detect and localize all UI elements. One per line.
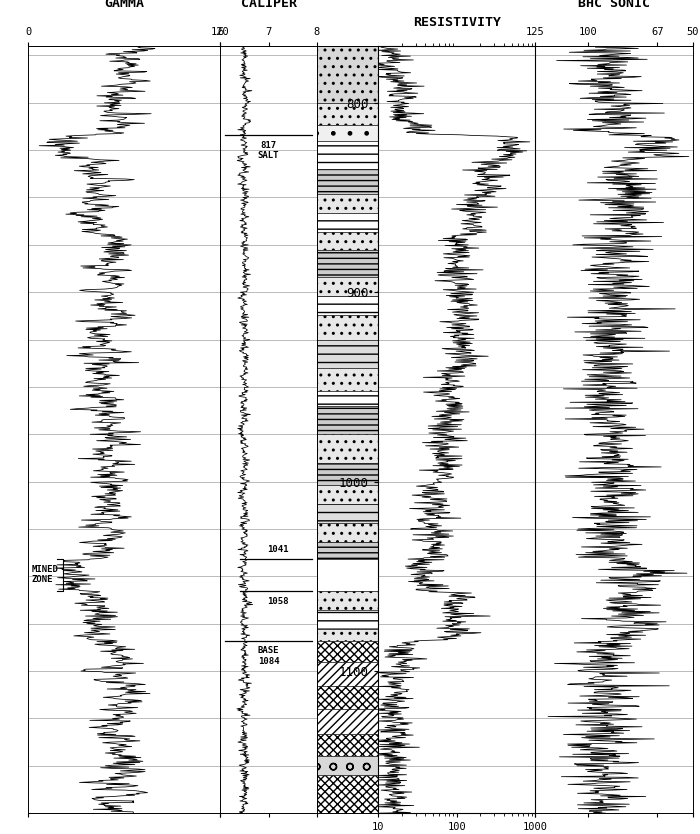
Bar xyxy=(316,232,378,250)
Bar xyxy=(316,390,378,406)
Bar xyxy=(316,661,378,686)
Bar xyxy=(316,435,378,463)
Bar xyxy=(316,46,378,103)
Bar xyxy=(316,505,378,523)
Bar xyxy=(316,734,378,756)
Title: RESISTIVITY: RESISTIVITY xyxy=(413,17,500,29)
Text: 1058: 1058 xyxy=(267,597,289,606)
Text: 1041: 1041 xyxy=(267,545,289,554)
Bar xyxy=(316,315,378,339)
Bar xyxy=(316,485,378,505)
Bar xyxy=(316,776,378,813)
Bar xyxy=(316,368,378,390)
Bar xyxy=(316,277,378,296)
Text: BASE
1084: BASE 1084 xyxy=(258,646,279,666)
Bar xyxy=(316,591,378,610)
Text: 817
SALT: 817 SALT xyxy=(258,141,279,160)
Bar xyxy=(316,709,378,734)
Title: CALIPER: CALIPER xyxy=(241,0,297,10)
Bar xyxy=(316,103,378,125)
Title: GAMMA: GAMMA xyxy=(104,0,144,10)
Bar xyxy=(316,125,378,141)
Bar xyxy=(316,193,378,213)
Bar xyxy=(316,169,378,193)
Bar xyxy=(316,560,378,591)
Bar xyxy=(316,630,378,641)
Bar xyxy=(316,610,378,630)
Bar xyxy=(316,686,378,709)
Bar xyxy=(316,463,378,485)
Title: BHC SONIC: BHC SONIC xyxy=(578,0,650,10)
Bar xyxy=(316,250,378,277)
Text: MINED
ZONE: MINED ZONE xyxy=(32,565,58,584)
Bar xyxy=(316,296,378,315)
Bar xyxy=(316,141,378,169)
Bar xyxy=(316,339,378,368)
Bar xyxy=(316,213,378,232)
Bar xyxy=(316,756,378,776)
Bar xyxy=(316,523,378,542)
Bar xyxy=(316,406,378,435)
Bar xyxy=(316,542,378,560)
Bar xyxy=(316,641,378,661)
